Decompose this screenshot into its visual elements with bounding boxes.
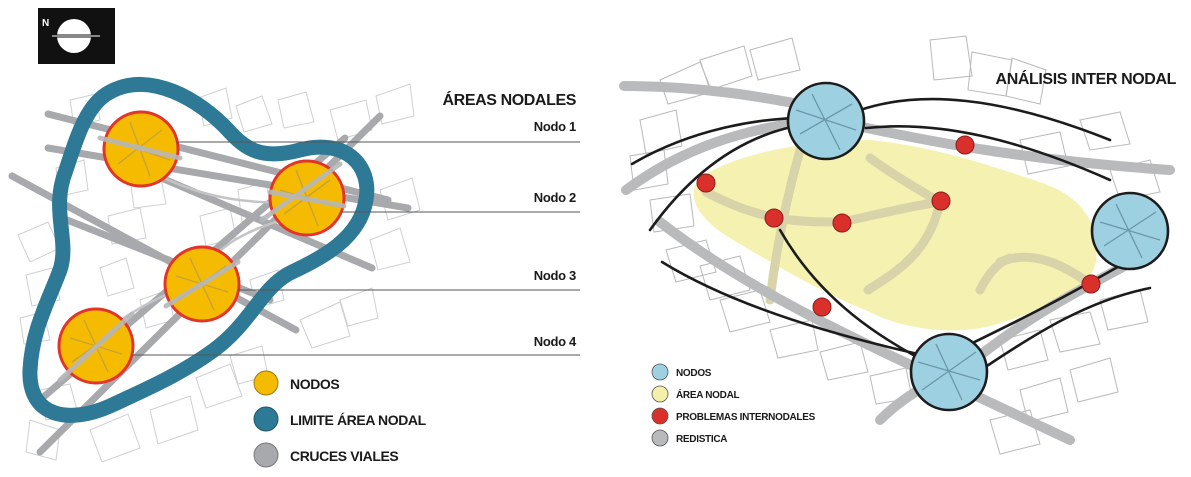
building-footprints	[17, 83, 421, 463]
legend-swatch-area-nodal	[651, 385, 669, 403]
legend-swatch-nodos-right	[651, 363, 669, 381]
problem-point	[696, 173, 716, 193]
road-overlays	[57, 135, 347, 383]
legend-label-area-nodal: ÁREA NODAL	[676, 388, 739, 401]
problem-point	[1081, 274, 1101, 294]
legend-swatch-problemas	[651, 407, 669, 425]
legend-swatch-limite	[253, 406, 279, 432]
problem-point	[832, 213, 852, 233]
north-label: N	[42, 18, 49, 29]
legend-label-nodos-right: NODOS	[676, 368, 712, 379]
legend-label-redistica: REDISTICA	[676, 434, 727, 445]
right-map-title: ANÁLISIS INTER NODAL	[996, 69, 1177, 88]
legend-swatch-redistica	[651, 429, 669, 447]
legend-swatch-cruces	[253, 442, 279, 468]
problem-point	[931, 191, 951, 211]
internodal-problems	[696, 135, 1101, 317]
internodal-node-details	[795, 93, 1161, 401]
node-label-3: Nodo 3	[534, 268, 576, 283]
node-label-2: Nodo 2	[534, 190, 576, 205]
problem-point	[812, 297, 832, 317]
nodal-area-fill	[693, 140, 1097, 331]
legend-swatch-nodos	[253, 370, 279, 396]
legend-label-limite: LIMITE ÁREA NODAL	[290, 412, 427, 428]
legend-label-nodos: NODOS	[290, 376, 339, 392]
right-map: ANÁLISIS INTER NODAL NODOS ÁREA NODAL PR…	[619, 35, 1177, 455]
left-map: ÁREAS NODALES Nodo 1 Nodo 2 Nodo 3 Nodo …	[8, 76, 580, 468]
nodal-area-boundary	[22, 76, 375, 423]
node-label-1: Nodo 1	[534, 119, 576, 134]
right-legend: NODOS ÁREA NODAL PROBLEMAS INTERNODALES …	[651, 363, 816, 447]
legend-label-problemas: PROBLEMAS INTERNODALES	[676, 412, 816, 423]
left-map-title: ÁREAS NODALES	[443, 90, 577, 109]
legend-label-cruces: CRUCES VIALES	[290, 448, 398, 464]
left-legend: NODOS LIMITE ÁREA NODAL CRUCES VIALES	[253, 370, 427, 468]
problem-point	[764, 208, 784, 228]
node-leader-lines	[132, 141, 580, 356]
node-label-4: Nodo 4	[534, 334, 577, 349]
north-arrow-icon: N	[38, 8, 115, 64]
problem-point	[955, 135, 975, 155]
